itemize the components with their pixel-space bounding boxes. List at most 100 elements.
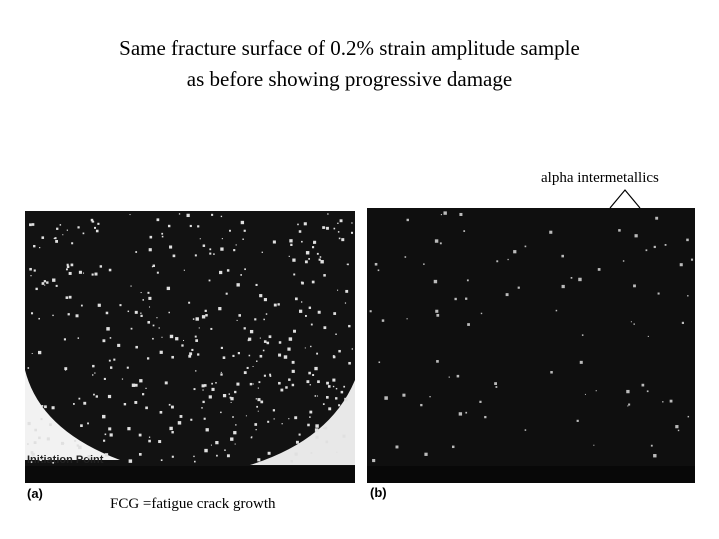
speckle [30,451,34,454]
speckle [46,437,50,441]
speckle [266,341,270,345]
speckle [269,373,272,376]
speckle [524,429,527,431]
speckle [633,323,635,325]
speckle [203,384,207,387]
speckle [230,437,234,441]
speckle [234,390,237,394]
speckle [443,211,447,215]
speckle [129,214,131,216]
speckle [272,240,276,244]
speckle [246,366,249,369]
speckle [33,244,36,248]
speckle [423,263,425,265]
speckle [298,230,302,233]
speckle [312,374,315,376]
speckle [317,380,320,384]
speckle [292,258,296,262]
speckle [55,284,58,287]
speckle [119,304,122,307]
speckle [226,269,230,272]
image-background [25,211,355,483]
speckle [315,435,319,439]
speckle [108,427,112,431]
speckle [344,397,348,402]
speckle [307,423,310,427]
speckle [326,226,329,230]
speckle [436,313,440,317]
speckle [205,314,208,317]
speckle [37,350,42,355]
speckle [336,451,338,453]
speckle [311,246,315,249]
speckle [267,451,271,455]
title-line: Same fracture surface of 0.2% strain amp… [119,36,580,60]
speckle [226,454,230,458]
speckle [243,371,247,375]
speckle [29,267,32,271]
speckle [113,358,116,361]
speckle [126,366,129,369]
speckle [52,314,54,317]
speckle [269,375,272,377]
speckle [66,263,69,266]
speckle [175,337,179,341]
speckle [73,403,75,405]
speckle [289,239,293,243]
speckle [424,452,428,456]
speckle [41,405,44,407]
speckle [158,440,162,444]
speckle [169,334,174,339]
speckle [108,359,111,362]
speckle [172,254,176,258]
speckle [224,449,226,451]
speckle [177,421,182,425]
speckle [675,425,679,429]
speckle [318,258,321,261]
speckle [333,312,337,315]
speckle [254,318,257,321]
micrograph-b [367,208,695,483]
speckle [140,291,142,294]
speckle [293,329,297,333]
caption: (b) [370,485,387,500]
speckle [55,240,58,243]
speckle [690,258,694,261]
speckle [77,337,80,339]
speckle [576,419,579,422]
speckle [290,460,293,463]
speckle [316,352,319,355]
speckle [65,296,69,299]
speckle [233,249,236,252]
speckle [327,213,329,215]
title-line: as before showing progressive damage [186,67,513,91]
light-region [250,380,355,465]
speckle [107,394,112,399]
speckle [314,366,318,371]
speckle [140,314,143,317]
speckle [243,229,246,232]
micrograph-a: Initiation Point [25,211,355,483]
speckle [555,309,558,312]
speckle [198,327,200,329]
speckle [267,420,270,423]
speckle [332,355,336,359]
speckle [211,213,214,216]
speckle [291,369,295,373]
speckle [169,245,173,249]
speckle [161,232,164,235]
speckle [39,246,41,249]
speckle [381,319,385,322]
speckle [687,295,689,297]
speckle [97,222,100,225]
speckle [67,313,70,316]
caption: (a) [27,486,43,501]
speckle [220,411,222,414]
speckle [581,334,584,336]
speckle [465,411,468,414]
speckle [314,395,317,397]
speckle [494,382,497,385]
speckle [384,396,388,400]
speckle [195,317,199,321]
speckle [87,455,91,459]
